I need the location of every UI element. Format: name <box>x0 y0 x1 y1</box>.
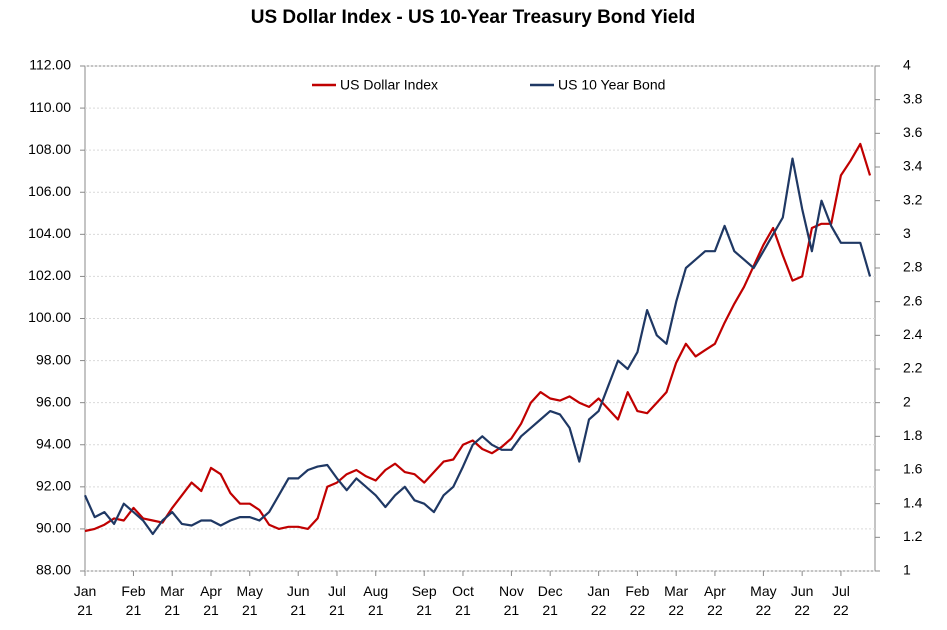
y2-tick-label: 3.2 <box>903 191 923 207</box>
x-tick-label: May 21 <box>236 583 263 618</box>
y2-tick-label: 4 <box>903 57 911 73</box>
x-tick-label: Dec 21 <box>537 583 563 618</box>
x-tick-label: Mar 22 <box>664 583 689 618</box>
legend-label: US Dollar Index <box>340 77 438 93</box>
x-tick-label: Nov 21 <box>498 583 524 618</box>
y-tick-label: 92.00 <box>36 478 71 494</box>
x-tick-label: Aug 21 <box>363 583 389 618</box>
y2-tick-label: 1.2 <box>903 528 923 544</box>
y2-tick-label: 2.2 <box>903 360 923 376</box>
x-tick-label: Jun 21 <box>286 583 310 618</box>
x-tick-label: May 22 <box>750 583 777 618</box>
x-tick-label: Jul 21 <box>328 583 346 618</box>
legend-label: US 10 Year Bond <box>558 77 665 93</box>
y2-tick-label: 3.4 <box>903 158 923 174</box>
y2-tick-label: 1.4 <box>903 494 923 510</box>
x-tick-label: Jan 22 <box>587 583 610 618</box>
y2-tick-label: 3 <box>903 225 911 241</box>
x-tick-label: Feb 21 <box>121 583 146 618</box>
x-tick-label: Apr 21 <box>200 583 222 618</box>
y2-tick-label: 1.6 <box>903 461 923 477</box>
y2-tick-label: 2 <box>903 393 911 409</box>
y-tick-label: 104.00 <box>28 225 71 241</box>
chart-title: US Dollar Index - US 10-Year Treasury Bo… <box>251 7 696 28</box>
y-tick-label: 88.00 <box>36 562 71 578</box>
y-tick-label: 102.00 <box>28 267 71 283</box>
y-tick-label: 96.00 <box>36 393 71 409</box>
y2-tick-label: 2.4 <box>903 326 923 342</box>
y-tick-label: 90.00 <box>36 520 71 536</box>
y-tick-label: 110.00 <box>29 99 71 115</box>
y2-tick-label: 1 <box>903 562 911 578</box>
y-tick-label: 94.00 <box>36 435 71 451</box>
y2-tick-label: 2.8 <box>903 259 923 275</box>
y2-tick-label: 1.8 <box>903 427 923 443</box>
y-tick-label: 100.00 <box>28 309 71 325</box>
plot-frame <box>84 65 876 572</box>
x-tick-label: Feb 22 <box>625 583 650 618</box>
y2-tick-label: 2.6 <box>903 292 923 308</box>
x-tick-label: Apr 22 <box>704 583 726 618</box>
y-tick-label: 106.00 <box>28 183 71 199</box>
x-tick-label: Jun 22 <box>790 583 814 618</box>
x-tick-label: Sep 21 <box>411 583 437 618</box>
y-tick-label: 108.00 <box>28 141 71 157</box>
y2-tick-label: 3.6 <box>903 124 923 140</box>
x-tick-label: Oct 21 <box>452 583 474 618</box>
x-tick-label: Jul 22 <box>831 583 850 618</box>
series-line <box>84 142 872 533</box>
y-tick-label: 112.00 <box>29 57 71 73</box>
series-line <box>83 157 872 536</box>
x-tick-label: Jan 21 <box>73 583 97 618</box>
x-tick-label: Mar 21 <box>160 583 185 618</box>
y-tick-label: 98.00 <box>36 351 71 367</box>
y2-tick-label: 3.8 <box>903 90 923 106</box>
